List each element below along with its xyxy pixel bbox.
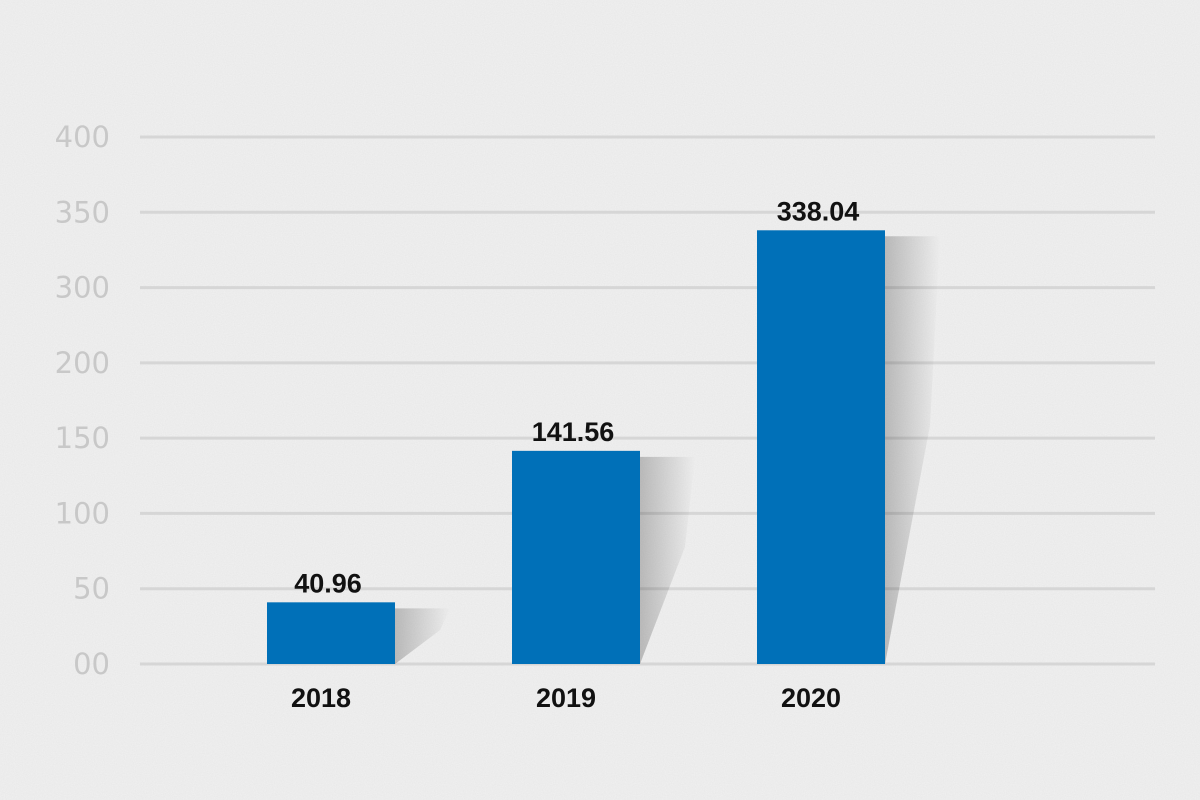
x-tick-label-2018: 2018 [291, 683, 351, 713]
x-axis-ticks: 2018 2019 2020 [291, 683, 841, 713]
data-label-2019: 141.56 [532, 417, 615, 447]
bar-2020 [757, 230, 885, 664]
y-tick-label: 350 [55, 195, 110, 229]
y-tick-label: 00 [73, 647, 110, 681]
y-tick-label: 300 [55, 271, 110, 305]
y-tick-label: 400 [55, 120, 110, 154]
y-axis-ticks: 00 50 100 150 200 300 350 400 [55, 120, 110, 681]
y-tick-label: 100 [55, 496, 110, 530]
data-labels: 40.96 141.56 338.04 [294, 196, 859, 598]
y-tick-label: 50 [73, 572, 110, 606]
x-tick-label-2020: 2020 [781, 683, 841, 713]
bar-shadow-2020 [885, 236, 940, 664]
bar-shadows [395, 236, 940, 664]
y-tick-label: 200 [55, 346, 110, 380]
bar-shadow-2018 [395, 608, 450, 664]
data-label-2020: 338.04 [777, 196, 860, 226]
bars [267, 230, 885, 664]
data-label-2018: 40.96 [294, 568, 362, 598]
bar-2018 [267, 602, 395, 664]
bar-2019 [512, 450, 640, 664]
x-tick-label-2019: 2019 [536, 683, 596, 713]
y-tick-label: 150 [55, 421, 110, 455]
bar-shadow-2019 [640, 456, 695, 664]
